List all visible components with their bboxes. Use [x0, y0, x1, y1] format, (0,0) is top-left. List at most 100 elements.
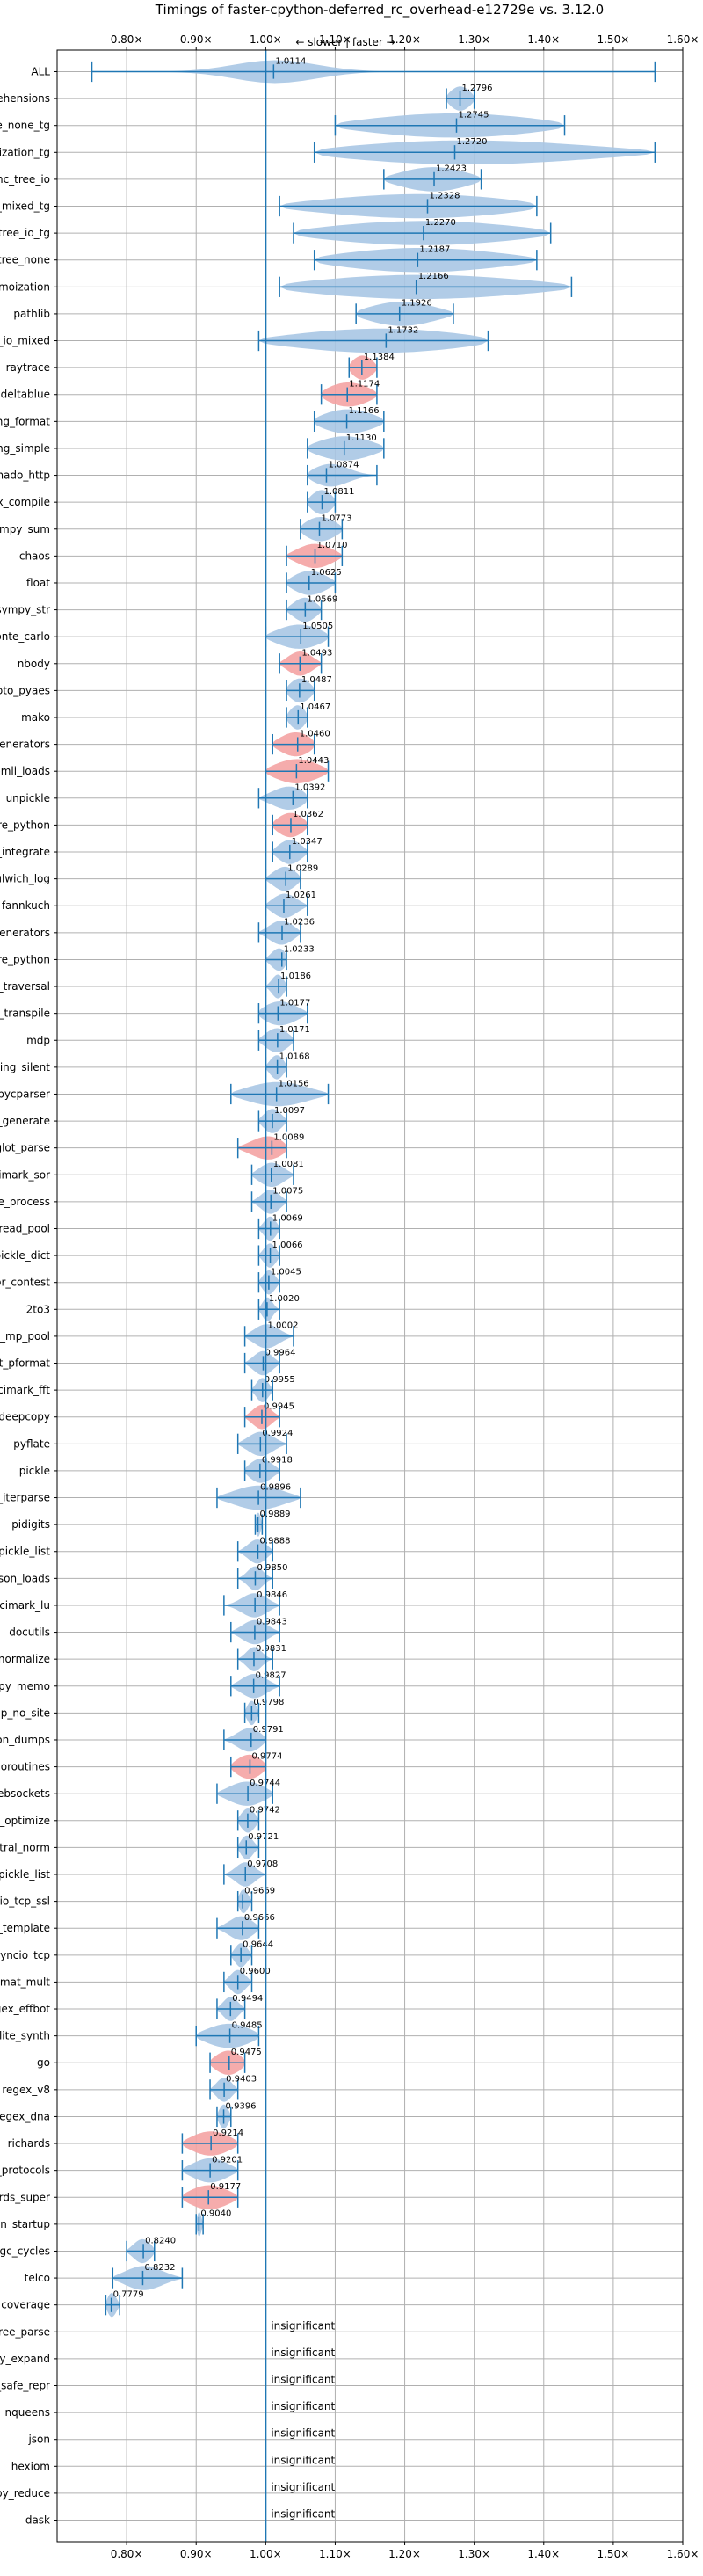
y-tick-label: bench_mp_pool — [0, 1330, 50, 1343]
benchmark-violin: 0.9742 — [236, 1806, 280, 1833]
y-tick-label: generators — [0, 739, 50, 751]
benchmark-violin: 1.0811 — [307, 487, 354, 514]
y-tick-label: meteor_contest — [0, 1277, 50, 1289]
y-tick-label: deepcopy_memo — [0, 1680, 50, 1692]
value-label: 0.9924 — [262, 1429, 293, 1438]
benchmark-violin: 0.9475 — [209, 2048, 262, 2075]
y-tick-label: python_startup — [0, 2218, 50, 2230]
y-tick-label: dulwich_log — [0, 873, 50, 885]
benchmark-violin: 0.9494 — [216, 1994, 263, 2021]
benchmark-violin: 1.0045 — [257, 1268, 301, 1295]
y-tick-label: pidigits — [11, 1518, 50, 1531]
benchmark-violin: 1.1174 — [320, 380, 380, 407]
value-label: 0.9396 — [226, 2101, 257, 2111]
benchmark-violin: 1.0261 — [265, 891, 316, 918]
value-label: 0.9774 — [251, 1751, 282, 1761]
y-tick-label: spectral_norm — [0, 1841, 50, 1853]
value-label: 1.0045 — [271, 1268, 301, 1277]
benchmark-violin: 1.0347 — [272, 837, 323, 864]
value-label: 1.0066 — [272, 1241, 303, 1250]
value-label: 1.0773 — [321, 514, 352, 524]
x-tick-label-top: 1.10× — [319, 33, 352, 46]
insignificant-label: insignificant — [271, 2400, 335, 2412]
benchmark-violin: 0.9850 — [236, 1563, 287, 1591]
y-tick-label: nbody — [18, 658, 50, 670]
benchmark-violin: 0.9403 — [209, 2075, 257, 2102]
y-tick-label: asyncio_tcp — [0, 1949, 50, 1961]
y-tick-label: pyflate — [13, 1437, 50, 1450]
y-tick-label: unpickle_pure_python — [0, 953, 50, 965]
y-tick-label: telco — [25, 2272, 50, 2284]
value-label: 1.2796 — [462, 84, 493, 93]
value-label: 1.1130 — [346, 433, 377, 443]
y-tick-label: json_loads — [0, 1572, 50, 1584]
benchmark-violin: 1.1166 — [313, 406, 385, 434]
value-label: 0.9843 — [257, 1617, 287, 1626]
benchmark-violin: 1.0168 — [265, 1052, 310, 1080]
value-label: 1.1174 — [349, 380, 380, 389]
y-tick-label: raytrace — [6, 361, 50, 374]
value-label: 0.8232 — [144, 2263, 175, 2273]
benchmark-violin: 1.0443 — [265, 756, 329, 783]
insignificant-label: insignificant — [271, 2427, 335, 2440]
value-label: 0.9846 — [257, 1590, 287, 1600]
x-tick-label-bottom: 0.90× — [180, 2548, 213, 2560]
insignificant-label: insignificant — [271, 2481, 335, 2493]
x-tick-label-top: 0.90× — [180, 33, 213, 46]
benchmark-violin: 0.9791 — [223, 1725, 284, 1752]
insignificant-label: insignificant — [271, 2373, 335, 2385]
value-label: 1.0233 — [284, 944, 315, 954]
value-label: 0.9827 — [256, 1671, 286, 1681]
benchmark-violin: 1.1384 — [348, 353, 395, 380]
benchmark-violin: 1.2166 — [279, 272, 573, 300]
y-tick-label: python_startup_no_site — [0, 1706, 50, 1719]
value-label: 0.9214 — [213, 2128, 243, 2138]
y-axis: ALL comprehensions async_tree_none_tgasync… — [0, 65, 57, 2527]
y-tick-label: async_tree_cpu_io_mixed_tg — [0, 200, 50, 213]
value-label: 0.9177 — [210, 2182, 241, 2192]
benchmark-violin: 0.9827 — [230, 1671, 286, 1699]
y-tick-label: sqlglot_optimize — [0, 1815, 50, 1827]
y-tick-label: coroutines — [0, 1761, 50, 1773]
benchmark-violin: 0.9955 — [250, 1375, 295, 1402]
value-label: 0.9475 — [231, 2048, 262, 2057]
value-label: 1.2270 — [425, 218, 456, 228]
y-tick-label: logging_silent — [0, 1061, 50, 1073]
benchmark-violin: 0.9888 — [236, 1537, 290, 1564]
benchmark-violin: 0.9964 — [243, 1348, 295, 1376]
benchmark-violin: 1.0069 — [257, 1213, 303, 1241]
value-label: 1.0487 — [301, 675, 332, 685]
benchmark-violin: 0.7779 — [105, 2289, 144, 2318]
benchmark-violin: 0.9485 — [195, 2020, 263, 2048]
benchmark-violin: 1.0569 — [286, 594, 337, 622]
x-axis-bottom: 0.80× 0.90× 1.00× 1.10× 1.20× 1.30× 1.40× 1.50×… — [111, 2542, 699, 2560]
value-label: 0.9791 — [253, 1725, 284, 1735]
y-tick-label: sqlglot_parse — [0, 1142, 50, 1154]
benchmark-violin: 0.8240 — [126, 2236, 176, 2264]
y-tick-label: regex_dna — [0, 2110, 50, 2122]
y-tick-label: sympy_integrate — [0, 846, 50, 858]
benchmark-violin: 1.2187 — [313, 245, 538, 273]
benchmark-violin: 0.9924 — [236, 1429, 293, 1457]
x-tick-label-bottom: 1.00× — [250, 2548, 282, 2560]
y-tick-label: dask — [25, 2514, 50, 2527]
x-tick-label-bottom: 1.50× — [597, 2548, 629, 2560]
benchmark-violin: 1.2720 — [313, 137, 656, 164]
x-tick-label-top: 1.50× — [597, 33, 629, 46]
value-label: 0.9889 — [260, 1510, 291, 1519]
value-label: 1.0261 — [286, 891, 316, 900]
value-label: 0.9600 — [240, 1967, 271, 1976]
benchmark-violin: 1.0066 — [257, 1241, 303, 1268]
value-label: 1.0177 — [279, 998, 310, 1008]
value-label: 0.7779 — [113, 2289, 144, 2299]
benchmark-violin: 1.0186 — [265, 971, 311, 999]
y-tick-label: richards — [8, 2137, 50, 2150]
y-tick-label: docutils — [9, 1626, 50, 1639]
value-label: 1.0392 — [294, 783, 325, 793]
value-label: 1.0289 — [287, 863, 318, 873]
y-tick-label: sqlite_synth — [0, 2030, 50, 2042]
y-tick-label: pprint_safe_repr — [0, 2379, 50, 2391]
value-label: 1.2423 — [436, 164, 467, 174]
